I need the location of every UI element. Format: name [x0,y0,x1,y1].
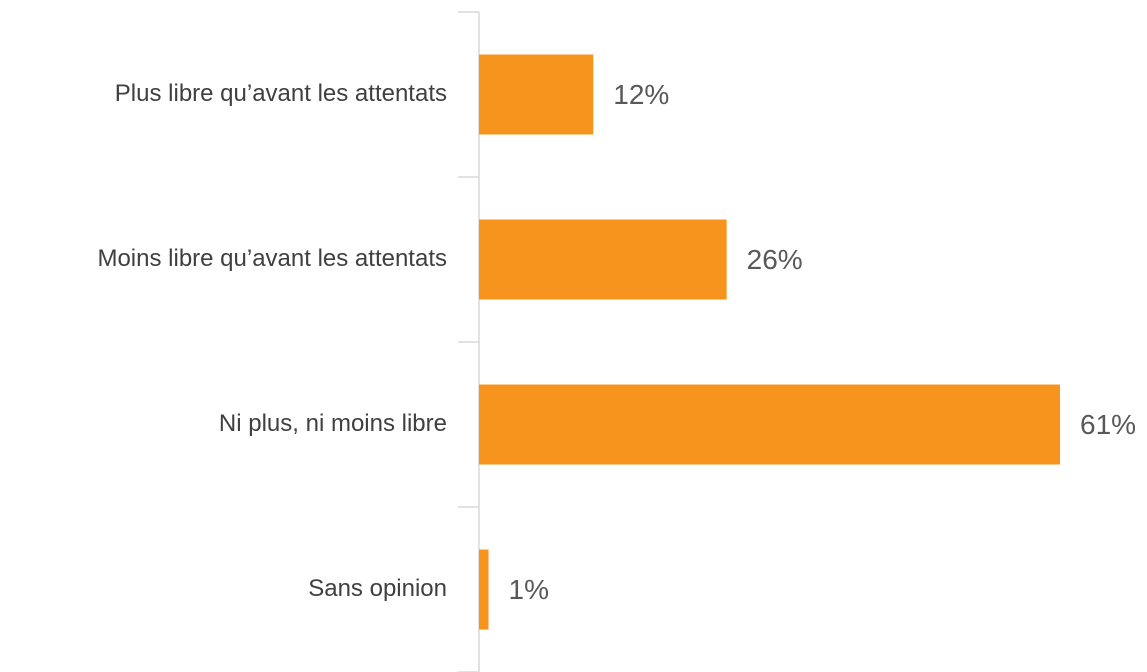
bar [479,549,489,630]
bar [479,219,727,300]
category-label: Plus libre qu’avant les attentats [115,80,447,107]
category-label: Moins libre qu’avant les attentats [97,245,447,272]
category-label: Sans opinion [308,575,447,602]
category-label: Ni plus, ni moins libre [219,410,447,437]
data-label: 26% [747,244,803,275]
data-label: 12% [613,79,669,110]
bar [479,384,1060,465]
data-label: 1% [509,574,549,605]
data-label: 61% [1080,409,1136,440]
bar [479,54,594,135]
